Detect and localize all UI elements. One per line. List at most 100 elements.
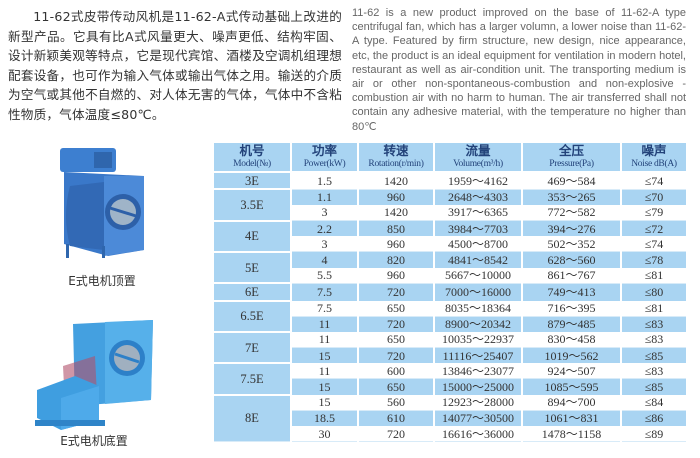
table-cell: 394～276 (521, 220, 622, 237)
fan-spec-table: 机号 Model(№) 功率 Power(kW) 转速 Rotation(r/min) 流量… (212, 141, 688, 443)
table-cell: 16616～36000 (433, 426, 523, 443)
table-cell: 924～507 (521, 363, 622, 380)
table-cell: 5.5 (290, 267, 359, 284)
model-cell: 6.5E (212, 299, 292, 333)
table-cell: 861～767 (521, 267, 622, 284)
table-cell: 772～582 (521, 204, 622, 222)
chinese-description: 11-62式皮带传动风机是11-62-A式传动基础上改进的新型产品。它具有比A式… (8, 7, 342, 125)
table-cell: 4500～8700 (433, 236, 523, 253)
model-cell: 3E (212, 170, 292, 190)
table-cell: ≤81 (620, 300, 688, 317)
table-cell: 1019～562 (521, 347, 622, 364)
table-cell: 1420 (357, 204, 435, 222)
column-header-cn: 机号 (239, 143, 265, 158)
table-row: 7E 11 650 10035～22937 830～458 ≤83 (212, 330, 688, 364)
table-cell: 960 (357, 236, 435, 253)
table-cell: ≤79 (620, 204, 688, 222)
table-cell: 2648～4303 (433, 189, 523, 205)
table-cell: 610 (357, 410, 435, 426)
table-cell: 13846～23077 (433, 363, 523, 380)
column-header: 流量 Volume(m³/h) (433, 141, 523, 173)
table-cell: 11 (290, 316, 359, 332)
table-cell: ≤70 (620, 189, 688, 205)
table-cell: 960 (357, 267, 435, 284)
table-cell: 7.5 (290, 300, 359, 317)
model-cell: 6E (212, 282, 292, 302)
table-cell: ≤85 (620, 347, 688, 364)
column-header-cn: 噪声 (641, 143, 667, 158)
table-cell: 15000～25000 (433, 378, 523, 395)
table-row: 15 720 11116～25407 1019～562 ≤85 (213, 347, 688, 364)
table-cell: ≤74 (620, 236, 688, 253)
table-cell: 1085～595 (521, 378, 622, 395)
table-cell: 720 (357, 316, 435, 332)
table-cell: ≤85 (620, 378, 688, 395)
fan-motor-top-caption: E式电机顶置 (68, 274, 136, 288)
table-cell: ≤81 (620, 267, 688, 284)
table-cell: 14077～30500 (433, 410, 523, 426)
model-cell: 5E (212, 250, 292, 285)
table-cell: 749～413 (521, 283, 622, 301)
table-cell: 820 (357, 251, 435, 268)
table-cell: 4841～8542 (433, 251, 523, 268)
model-cell: 8E (212, 393, 292, 443)
table-cell: 15 (290, 394, 359, 411)
table-cell: 1478～1158 (521, 426, 622, 443)
table-cell: 960 (357, 189, 435, 205)
column-header: 全压 Pressure(Pa) (521, 141, 622, 173)
table-cell: ≤72 (620, 220, 688, 237)
column-header: 噪声 Noise dB(A) (620, 141, 688, 173)
table-cell: ≤83 (620, 316, 688, 332)
table-cell: 879～485 (521, 316, 622, 332)
table-row: 3E 1.5 1420 1959～4162 469～584 ≤74 (212, 170, 688, 190)
table-cell: 10035～22937 (433, 331, 523, 349)
table-cell: 30 (290, 426, 359, 443)
table-cell: 1959～4162 (433, 172, 523, 190)
table-header-row: 机号 Model(№) 功率 Power(kW) 转速 Rotation(r/min) 流量… (212, 141, 688, 173)
table-row: 18.5 610 14077～30500 1061～831 ≤86 (213, 410, 688, 426)
table-cell: 650 (357, 378, 435, 395)
table-cell: 628～560 (521, 251, 622, 268)
table-cell: 720 (357, 283, 435, 301)
table-cell: ≤89 (620, 426, 688, 443)
table-cell: 7.5 (290, 283, 359, 301)
column-header-cn: 流量 (465, 143, 491, 158)
column-header-en: Volume(m³/h) (453, 158, 503, 169)
table-cell: ≤74 (620, 172, 688, 190)
column-header: 功率 Power(kW) (290, 141, 359, 173)
table-row: 5E 4 820 4841～8542 628～560 ≤78 (212, 250, 688, 285)
table-row: 6E 7.5 720 7000～16000 749～413 ≤80 (212, 282, 688, 302)
table-cell: 3 (290, 204, 359, 222)
table-cell: 650 (357, 331, 435, 349)
model-cell: 7.5E (212, 362, 292, 396)
table-cell: 11 (290, 331, 359, 349)
column-header-cn: 转速 (383, 143, 409, 158)
chinese-description-text: 11-62式皮带传动风机是11-62-A式传动基础上改进的新型产品。它具有比A式… (8, 9, 342, 122)
table-cell: 720 (357, 347, 435, 364)
table-cell: 1420 (357, 172, 435, 190)
table-cell: 3 (290, 236, 359, 253)
fan-motor-top-image (60, 148, 144, 258)
fan-motor-bottom-image (35, 320, 153, 430)
table-cell: ≤78 (620, 251, 688, 268)
table-cell: 3917～6365 (433, 204, 523, 222)
column-header: 机号 Model(№) (212, 141, 292, 173)
table-cell: 560 (357, 394, 435, 411)
table-row: 8E 15 560 12923～28000 894～700 ≤84 (212, 393, 688, 443)
table-cell: 1061～831 (521, 410, 622, 426)
table-cell: 830～458 (521, 331, 622, 349)
table-cell: 600 (357, 363, 435, 380)
table-cell: 3984～7703 (433, 220, 523, 237)
table-cell: 502～352 (521, 236, 622, 253)
table-cell: ≤83 (620, 363, 688, 380)
table-row: 3.5E 1.1 960 2648～4303 353～265 ≤70 (212, 188, 688, 222)
table-cell: 8035～18364 (433, 300, 523, 317)
table-cell: 720 (357, 426, 435, 443)
column-header-en: Power(kW) (303, 158, 346, 169)
table-cell: 15 (290, 378, 359, 395)
english-description: 11-62 is a new product improved on the b… (352, 7, 686, 133)
table-cell: 716～395 (521, 300, 622, 317)
table-row: 3 960 4500～8700 502～352 ≤74 (213, 236, 688, 253)
table-cell: 1.5 (290, 172, 359, 190)
column-header-en: Rotation(r/min) (368, 158, 424, 169)
